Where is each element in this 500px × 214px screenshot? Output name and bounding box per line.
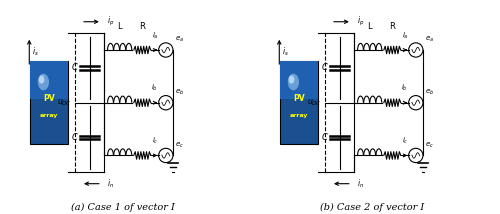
Text: $e_c$: $e_c$ xyxy=(425,141,434,150)
Text: $i_n$: $i_n$ xyxy=(358,177,364,190)
Ellipse shape xyxy=(288,74,299,90)
Text: $i_p$: $i_p$ xyxy=(358,15,364,28)
Text: $u_{DC}$: $u_{DC}$ xyxy=(57,97,72,108)
Ellipse shape xyxy=(288,75,294,84)
Text: $i_s$: $i_s$ xyxy=(32,46,39,58)
Text: $e_b$: $e_b$ xyxy=(425,88,434,97)
Text: $e_a$: $e_a$ xyxy=(175,35,184,44)
Bar xyxy=(280,61,318,99)
Text: (a) Case 1 of vector I: (a) Case 1 of vector I xyxy=(70,202,174,212)
Text: $i_a$: $i_a$ xyxy=(152,30,158,41)
Text: $i_c$: $i_c$ xyxy=(402,136,408,146)
Text: L: L xyxy=(118,22,122,31)
Bar xyxy=(30,61,68,99)
Bar xyxy=(30,61,68,144)
Text: $i_b$: $i_b$ xyxy=(402,83,408,93)
Text: $i_b$: $i_b$ xyxy=(152,83,158,93)
Text: PV: PV xyxy=(293,94,305,103)
Text: R: R xyxy=(140,22,145,31)
Text: $e_b$: $e_b$ xyxy=(175,88,184,97)
Text: C: C xyxy=(322,63,328,72)
Bar xyxy=(280,61,318,144)
Text: (b) Case 2 of vector I: (b) Case 2 of vector I xyxy=(320,202,424,212)
Text: $i_s$: $i_s$ xyxy=(282,46,289,58)
Text: $u_{DC}$: $u_{DC}$ xyxy=(307,97,322,108)
Text: $e_a$: $e_a$ xyxy=(425,35,434,44)
Ellipse shape xyxy=(38,75,44,84)
Text: C: C xyxy=(322,133,328,142)
Text: $i_a$: $i_a$ xyxy=(402,30,408,41)
Text: C: C xyxy=(72,133,78,142)
Text: $i_p$: $i_p$ xyxy=(108,15,114,28)
Text: C: C xyxy=(72,63,78,72)
Text: array: array xyxy=(40,113,58,118)
Text: $i_c$: $i_c$ xyxy=(152,136,158,146)
Text: array: array xyxy=(290,113,308,118)
Text: $e_c$: $e_c$ xyxy=(175,141,184,150)
Text: $i_n$: $i_n$ xyxy=(108,177,114,190)
Ellipse shape xyxy=(38,74,49,90)
Text: L: L xyxy=(368,22,372,31)
Text: R: R xyxy=(390,22,395,31)
Text: PV: PV xyxy=(43,94,55,103)
